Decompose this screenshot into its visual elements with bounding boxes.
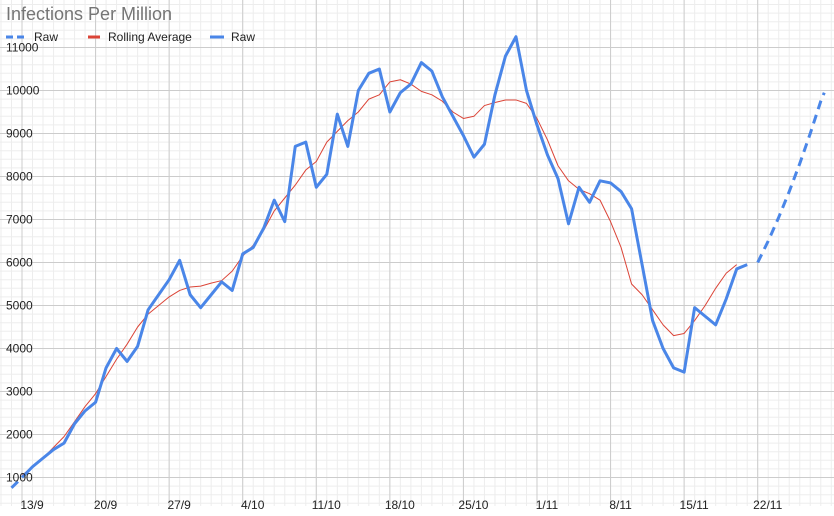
x-tick-label: 18/10 bbox=[385, 498, 415, 512]
y-tick-label: 6000 bbox=[6, 256, 33, 270]
series-line-projection bbox=[10, 476, 24, 489]
x-tick-label: 1/11 bbox=[536, 498, 559, 512]
x-tick-label: 27/9 bbox=[167, 498, 191, 512]
series-line-raw bbox=[20, 35, 748, 479]
chart-title: Infections Per Million bbox=[6, 4, 172, 24]
y-tick-label: 9000 bbox=[6, 127, 33, 141]
y-tick-label: 1000 bbox=[6, 471, 33, 485]
y-tick-label: 4000 bbox=[6, 342, 33, 356]
legend-item-raw: Raw bbox=[210, 30, 255, 44]
legend-label-raw: Raw bbox=[231, 30, 255, 44]
legend-label-projection: Raw bbox=[34, 30, 58, 44]
x-axis-tick-labels: 13/9 20/9 27/9 4/10 11/10 18/10 25/10 1/11 8/11 1… bbox=[20, 498, 782, 512]
y-tick-label: 11000 bbox=[6, 41, 39, 55]
x-tick-label: 22/11 bbox=[753, 498, 782, 512]
x-tick-label: 4/10 bbox=[241, 498, 265, 512]
legend-item-projection: Raw bbox=[6, 30, 58, 44]
x-tick-label: 25/10 bbox=[458, 498, 488, 512]
plot-area bbox=[10, 35, 826, 489]
y-axis-tick-labels: 1000 2000 3000 4000 5000 6000 7000 8000 9000 1000… bbox=[6, 41, 40, 485]
legend-label-rolling-average: Rolling Average bbox=[108, 30, 192, 44]
y-tick-label: 10000 bbox=[6, 84, 40, 98]
x-tick-label: 8/11 bbox=[609, 498, 632, 512]
x-tick-label: 20/9 bbox=[94, 498, 118, 512]
y-tick-label: 7000 bbox=[6, 213, 33, 227]
x-tick-label: 13/9 bbox=[20, 498, 44, 512]
legend-item-rolling-average: Rolling Average bbox=[88, 30, 192, 44]
x-tick-label: 11/10 bbox=[312, 498, 341, 512]
series-line-projection bbox=[756, 92, 826, 264]
y-tick-label: 8000 bbox=[6, 170, 33, 184]
y-tick-label: 2000 bbox=[6, 428, 33, 442]
series-line-average bbox=[21, 79, 737, 476]
y-tick-label: 3000 bbox=[6, 385, 33, 399]
x-tick-label: 15/11 bbox=[680, 498, 709, 512]
legend: Raw Rolling Average Raw bbox=[6, 30, 255, 44]
y-tick-label: 5000 bbox=[6, 299, 33, 313]
